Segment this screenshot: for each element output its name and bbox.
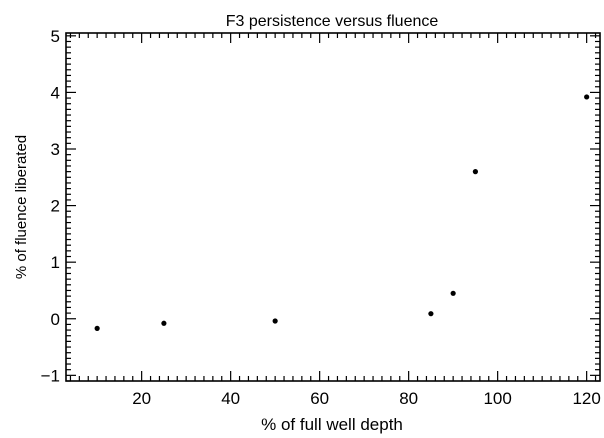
data-point (450, 290, 456, 296)
x-tick-label: 20 (132, 389, 151, 408)
y-tick-label: 5 (51, 27, 60, 46)
x-axis-label: % of full well depth (261, 415, 403, 434)
y-tick-label: 4 (51, 83, 60, 102)
y-tick-label: 0 (51, 310, 60, 329)
y-tick-label: 2 (51, 197, 60, 216)
x-tick-label: 120 (572, 389, 600, 408)
data-point (584, 94, 590, 100)
tick-labels: 20 40 60 80 100 120 −1 0 1 2 3 4 5 (41, 27, 601, 408)
data-point (472, 169, 478, 175)
x-tick-label: 100 (483, 389, 511, 408)
y-tick-label: 3 (51, 140, 60, 159)
data-point (161, 320, 167, 326)
y-axis-label: % of fluence liberated (13, 135, 30, 279)
y-tick-label: 1 (51, 253, 60, 272)
data-point (428, 311, 434, 317)
x-tick-label: 60 (310, 389, 329, 408)
plot-frame (65, 32, 601, 382)
y-tick-label: −1 (41, 366, 60, 385)
data-points (94, 94, 590, 331)
chart-title: F3 persistence versus fluence (226, 13, 439, 30)
x-tick-label: 40 (221, 389, 240, 408)
data-point (272, 318, 278, 324)
x-tick-label: 80 (399, 389, 418, 408)
axis-ticks (66, 33, 600, 382)
data-point (94, 325, 100, 331)
